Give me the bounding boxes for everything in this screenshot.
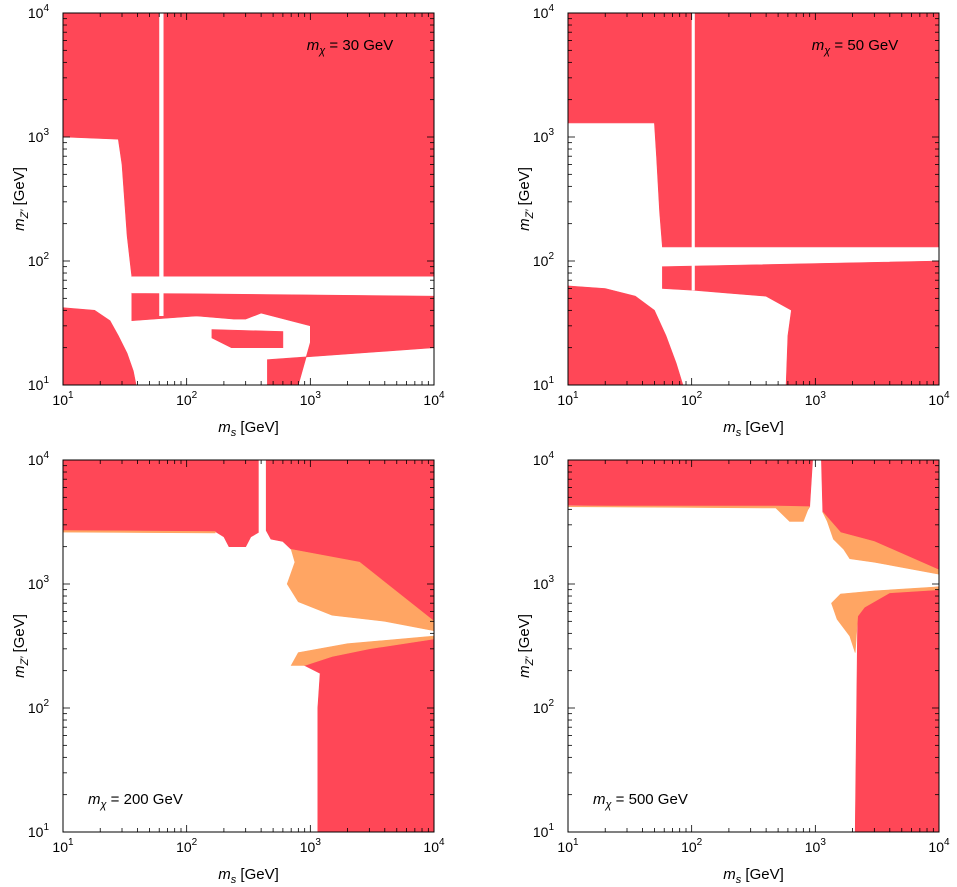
x-axis-label: ms [GeV] bbox=[218, 866, 279, 886]
y-tick-label: 103 bbox=[533, 574, 555, 592]
y-tick-label: 104 bbox=[28, 3, 50, 21]
y-tick-label: 102 bbox=[28, 698, 50, 716]
x-tick-label: 103 bbox=[300, 837, 322, 855]
x-tick-label: 101 bbox=[557, 390, 579, 408]
x-tick-label: 102 bbox=[681, 837, 703, 855]
allowed-gap bbox=[131, 276, 434, 294]
x-tick-label: 102 bbox=[176, 390, 198, 408]
y-axis-label: mZ′ [GeV] bbox=[11, 167, 31, 231]
mass-annotation: mχ = 200 GeV bbox=[88, 791, 183, 811]
x-axis-label: ms [GeV] bbox=[723, 419, 784, 439]
axes-frame bbox=[62, 459, 435, 833]
x-tick-label: 103 bbox=[805, 390, 827, 408]
panel-1: 101 102 103 104 101 102 103 104 ms [GeV] mZ′ [GeV… bbox=[11, 3, 445, 439]
x-tick-label: 104 bbox=[928, 837, 950, 855]
y-tick-label: 101 bbox=[533, 822, 555, 840]
excluded-region bbox=[568, 13, 939, 248]
excluded-region bbox=[662, 260, 939, 385]
excluded-region bbox=[63, 13, 434, 277]
y-tick-label: 102 bbox=[533, 251, 555, 269]
excluded-region bbox=[63, 307, 137, 385]
y-axis-label: mZ′ [GeV] bbox=[11, 614, 31, 678]
excluded-region bbox=[63, 460, 259, 547]
x-tick-label: 102 bbox=[176, 837, 198, 855]
x-tick-label: 104 bbox=[928, 390, 950, 408]
allowed-gap bbox=[691, 13, 695, 291]
plot-area bbox=[63, 13, 434, 385]
tick-marks bbox=[62, 13, 434, 386]
tick-marks bbox=[567, 460, 939, 833]
plot-area bbox=[568, 13, 939, 385]
plot-area bbox=[568, 460, 939, 832]
secondary-region bbox=[822, 511, 939, 575]
x-axis-label: ms [GeV] bbox=[218, 419, 279, 439]
excluded-region bbox=[303, 638, 434, 832]
allowed-gap bbox=[159, 13, 164, 317]
y-tick-label: 103 bbox=[533, 127, 555, 145]
secondary-region bbox=[568, 505, 811, 522]
y-tick-label: 103 bbox=[28, 127, 50, 145]
panel-4: 101 102 103 104 101 102 103 104 ms [GeV] mZ′ [GeV… bbox=[516, 450, 950, 886]
plot-area bbox=[63, 460, 434, 832]
y-tick-label: 104 bbox=[28, 450, 50, 468]
y-tick-label: 103 bbox=[28, 574, 50, 592]
y-tick-label: 104 bbox=[533, 3, 555, 21]
axes-frame bbox=[567, 12, 940, 386]
panel-3: 101 102 103 104 101 102 103 104 ms [GeV] mZ′ [GeV… bbox=[11, 450, 445, 886]
excluded-region bbox=[211, 329, 284, 349]
y-tick-label: 101 bbox=[28, 375, 50, 393]
axes-frame bbox=[567, 459, 940, 833]
mass-annotation: mχ = 50 GeV bbox=[812, 37, 898, 57]
mass-annotation: mχ = 30 GeV bbox=[307, 37, 393, 57]
secondary-region bbox=[286, 549, 434, 632]
excluded-region bbox=[568, 285, 684, 385]
x-tick-label: 103 bbox=[805, 837, 827, 855]
y-axis-label: mZ′ [GeV] bbox=[516, 614, 536, 678]
tick-marks bbox=[567, 13, 939, 386]
x-tick-label: 101 bbox=[52, 837, 74, 855]
x-axis-label: ms [GeV] bbox=[723, 866, 784, 886]
tick-marks bbox=[62, 460, 434, 833]
x-tick-label: 101 bbox=[557, 837, 579, 855]
x-tick-label: 104 bbox=[423, 390, 445, 408]
y-tick-label: 101 bbox=[533, 375, 555, 393]
excluded-region bbox=[131, 292, 434, 385]
x-tick-label: 104 bbox=[423, 837, 445, 855]
panel-2: 101 102 103 104 101 102 103 104 ms [GeV] mZ′ [GeV… bbox=[516, 3, 950, 439]
mass-annotation: mχ = 500 GeV bbox=[593, 791, 688, 811]
x-tick-label: 103 bbox=[300, 390, 322, 408]
y-tick-label: 104 bbox=[533, 450, 555, 468]
x-tick-label: 101 bbox=[52, 390, 74, 408]
y-tick-label: 101 bbox=[28, 822, 50, 840]
y-axis-label: mZ′ [GeV] bbox=[516, 167, 536, 231]
x-tick-label: 102 bbox=[681, 390, 703, 408]
axes-frame bbox=[62, 12, 435, 386]
excluded-region bbox=[854, 586, 939, 832]
secondary-region bbox=[831, 586, 939, 653]
secondary-region bbox=[63, 530, 216, 534]
y-tick-label: 102 bbox=[28, 251, 50, 269]
y-tick-label: 102 bbox=[533, 698, 555, 716]
secondary-region bbox=[290, 635, 434, 666]
